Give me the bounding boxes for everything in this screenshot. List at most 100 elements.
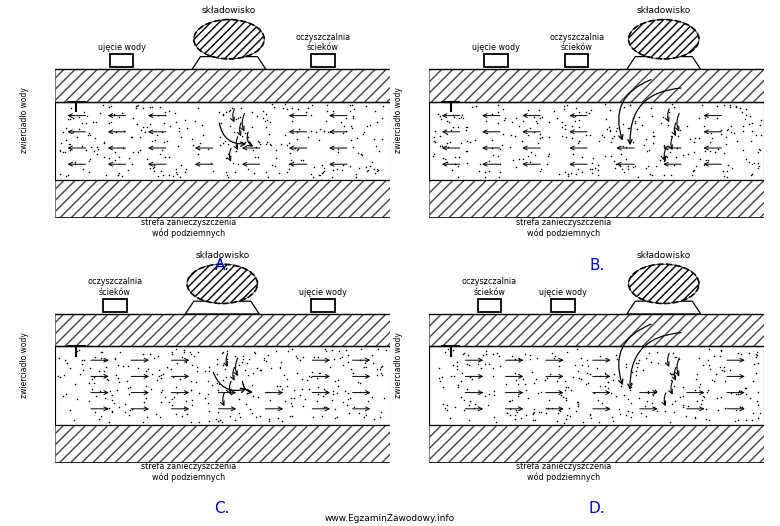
Point [524,124,537,132]
Point [729,390,742,399]
Point [500,380,512,388]
Point [150,409,162,418]
Point [203,417,215,425]
Point [729,417,742,426]
Point [346,143,359,151]
Point [629,117,641,125]
Point [192,149,204,158]
Point [185,386,197,394]
Point [640,164,652,172]
Point [486,144,498,152]
Point [483,360,495,368]
Point [246,123,258,131]
Point [488,387,500,396]
Point [559,121,572,129]
Point [569,104,582,113]
Point [234,412,246,421]
Text: składowisko: składowisko [195,250,250,259]
Point [211,379,223,387]
Point [166,172,179,180]
Point [247,348,260,357]
Point [229,146,242,155]
Point [480,350,492,358]
Point [647,132,659,140]
Point [261,138,274,146]
Point [679,411,692,420]
Point [65,104,77,112]
Point [560,383,573,391]
Point [288,393,300,402]
Point [141,122,154,130]
Point [285,393,298,402]
Bar [429,180,764,217]
Point [153,366,165,374]
Point [447,361,459,369]
Point [64,115,76,123]
Point [215,126,227,135]
Point [151,376,164,384]
Point [581,368,594,377]
Point [483,157,495,165]
Polygon shape [627,57,700,69]
Text: B.: B. [589,258,604,273]
Point [201,377,214,385]
Point [116,109,129,117]
Point [100,363,112,371]
Point [214,133,226,141]
Point [55,139,67,148]
Point [257,107,269,116]
Point [347,112,360,120]
Point [303,372,316,381]
Point [625,413,637,421]
Point [310,128,322,137]
Point [526,409,539,417]
Point [110,371,122,379]
Point [616,164,629,173]
Point [688,165,700,174]
Point [320,347,332,356]
Point [604,125,616,134]
Point [436,142,448,150]
Point [571,398,583,406]
Point [83,397,95,405]
Point [229,416,241,424]
Point [156,386,168,394]
Point [526,368,538,376]
Point [350,134,363,142]
Point [77,366,90,374]
Point [108,399,120,408]
Point [746,119,758,128]
Point [472,166,484,175]
Point [270,154,282,162]
Point [522,151,534,160]
Point [618,103,630,112]
Point [549,352,562,360]
Point [207,167,219,176]
Point [513,122,526,130]
Point [494,159,506,168]
Point [463,373,476,381]
Point [752,159,764,167]
Point [522,106,534,115]
Point [558,386,571,394]
Point [62,115,75,124]
Point [358,359,370,368]
Point [594,137,606,145]
Point [216,418,229,427]
Point [572,138,584,147]
Point [317,385,330,393]
Point [185,386,197,394]
Bar [55,69,390,102]
Point [140,155,153,164]
Point [491,108,504,116]
Bar [55,180,390,217]
Point [171,358,183,367]
Point [510,408,523,417]
Point [497,105,509,113]
Point [275,417,288,425]
Point [295,156,307,165]
Point [355,150,367,159]
Point [457,396,470,404]
Point [479,392,491,400]
Point [303,385,315,393]
